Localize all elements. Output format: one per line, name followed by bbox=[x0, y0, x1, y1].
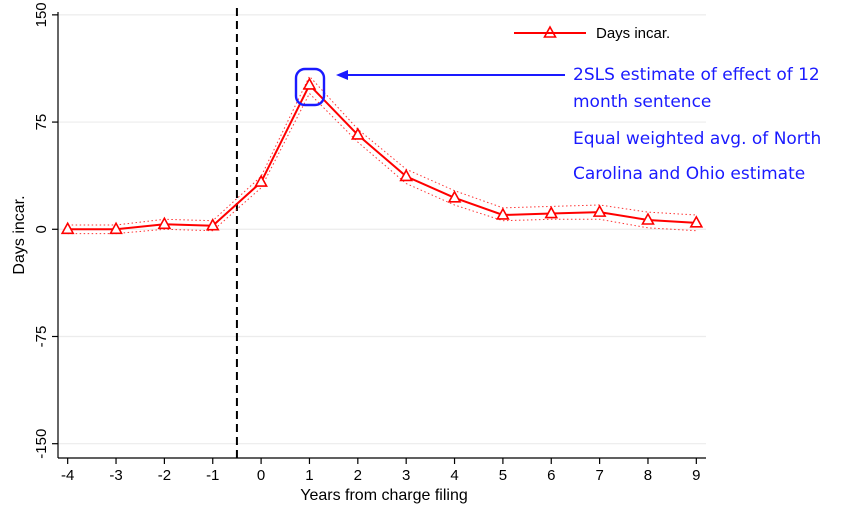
data-point bbox=[109, 221, 123, 235]
x-tick-label: 9 bbox=[692, 467, 700, 484]
x-tick-label: 6 bbox=[547, 467, 555, 484]
annotation: 2SLS estimate of effect of 12 month sent… bbox=[294, 65, 821, 184]
data-point bbox=[399, 168, 414, 182]
data-point bbox=[60, 221, 75, 235]
data-point bbox=[496, 207, 510, 220]
y-tick-label: 150 bbox=[33, 2, 50, 27]
ci-lower-line bbox=[67, 92, 697, 235]
legend: Days incar. bbox=[514, 25, 670, 42]
y-tick-label: 0 bbox=[33, 225, 50, 233]
x-tick-label: -4 bbox=[61, 467, 74, 484]
x-tick-label: 8 bbox=[644, 467, 652, 484]
x-tick-label: 5 bbox=[499, 467, 507, 484]
y-tick-label: -150 bbox=[33, 429, 50, 459]
data-point bbox=[447, 190, 462, 203]
data-point bbox=[592, 204, 607, 217]
series-days-incar bbox=[60, 77, 704, 235]
legend-triangle-marker bbox=[543, 25, 557, 38]
x-tick-label: -3 bbox=[109, 467, 122, 484]
data-point bbox=[254, 174, 268, 187]
x-tick-label: 0 bbox=[257, 467, 265, 484]
data-point bbox=[544, 205, 559, 219]
gridlines bbox=[58, 14, 706, 445]
y-tick-label: -75 bbox=[33, 326, 50, 348]
x-tick-label: 1 bbox=[305, 467, 313, 484]
data-point bbox=[689, 215, 704, 228]
annotation-line-4: Carolina and Ohio estimate bbox=[573, 164, 805, 184]
data-point bbox=[205, 218, 220, 231]
x-tick-label: -2 bbox=[158, 467, 171, 484]
x-tick-label: -1 bbox=[206, 467, 219, 484]
annotation-line-3: Equal weighted avg. of North bbox=[573, 129, 821, 149]
data-point bbox=[302, 77, 317, 90]
ci-upper-line bbox=[67, 75, 697, 226]
x-axis-title: Years from charge filing bbox=[300, 487, 468, 504]
y-axis-title: Days incar. bbox=[11, 195, 28, 274]
x-tick-label: 3 bbox=[402, 467, 410, 484]
annotation-line-1: 2SLS estimate of effect of 12 bbox=[573, 65, 820, 85]
x-tick-label: 4 bbox=[450, 467, 458, 484]
confidence-band bbox=[67, 75, 697, 235]
data-point bbox=[350, 127, 365, 140]
data-point bbox=[157, 216, 172, 230]
axes bbox=[52, 12, 706, 464]
series-line bbox=[67, 83, 697, 231]
annotation-line-2: month sentence bbox=[573, 92, 711, 112]
annotation-arrowhead bbox=[336, 70, 348, 80]
x-tick-label: 7 bbox=[595, 467, 603, 484]
y-tick-label: 75 bbox=[33, 114, 50, 131]
highlight-box bbox=[294, 67, 326, 107]
tick-labels: -150 -75 0 75 150 -4 -3 -2 -1 0 1 2 3 4 5 6 7 8 9 bbox=[33, 2, 701, 484]
legend-label: Days incar. bbox=[596, 25, 670, 42]
data-point bbox=[641, 212, 655, 225]
x-tick-label: 2 bbox=[354, 467, 362, 484]
